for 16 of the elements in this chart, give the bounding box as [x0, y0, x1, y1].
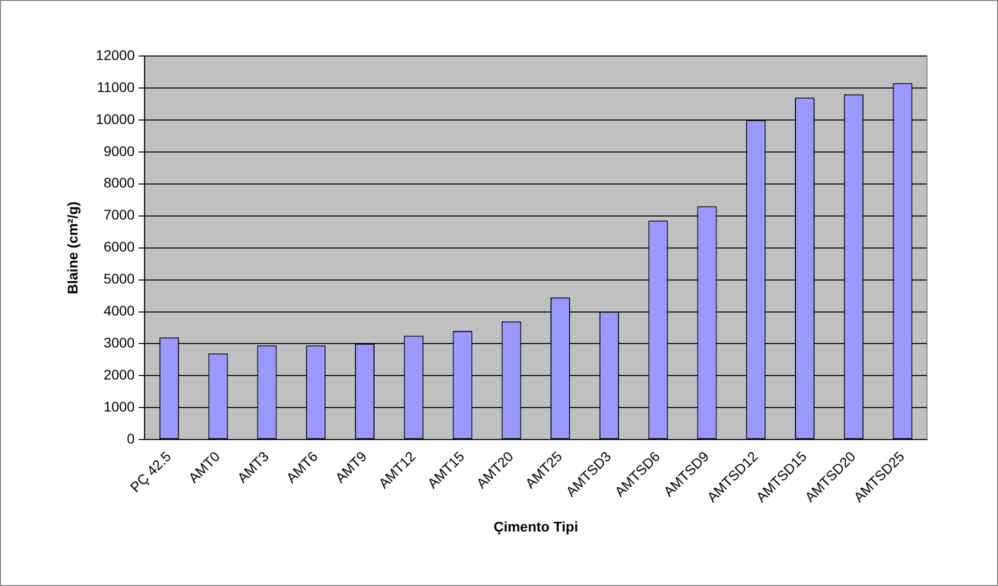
y-tick-label: 1000: [104, 398, 135, 415]
y-tick-label: 7000: [104, 206, 135, 223]
y-tick-label: 3000: [104, 334, 135, 351]
y-tick-label: 9000: [104, 142, 135, 159]
y-tick-label: 5000: [104, 270, 135, 287]
y-tick-label: 11000: [96, 78, 135, 95]
y-tick-label: 6000: [104, 238, 135, 255]
y-tick-label: 8000: [104, 174, 135, 191]
y-tick-label: 12000: [96, 46, 135, 63]
y-tick-label: 0: [126, 430, 135, 447]
x-tick-label: PÇ 42.5: [126, 448, 174, 496]
y-axis-title: Blaine (cm²/g): [64, 202, 80, 294]
x-axis-title: Çimento Tipi: [494, 518, 578, 534]
y-tick-label: 2000: [104, 366, 135, 383]
y-tick-label: 4000: [104, 302, 135, 319]
y-tick-label: 10000: [96, 110, 135, 127]
